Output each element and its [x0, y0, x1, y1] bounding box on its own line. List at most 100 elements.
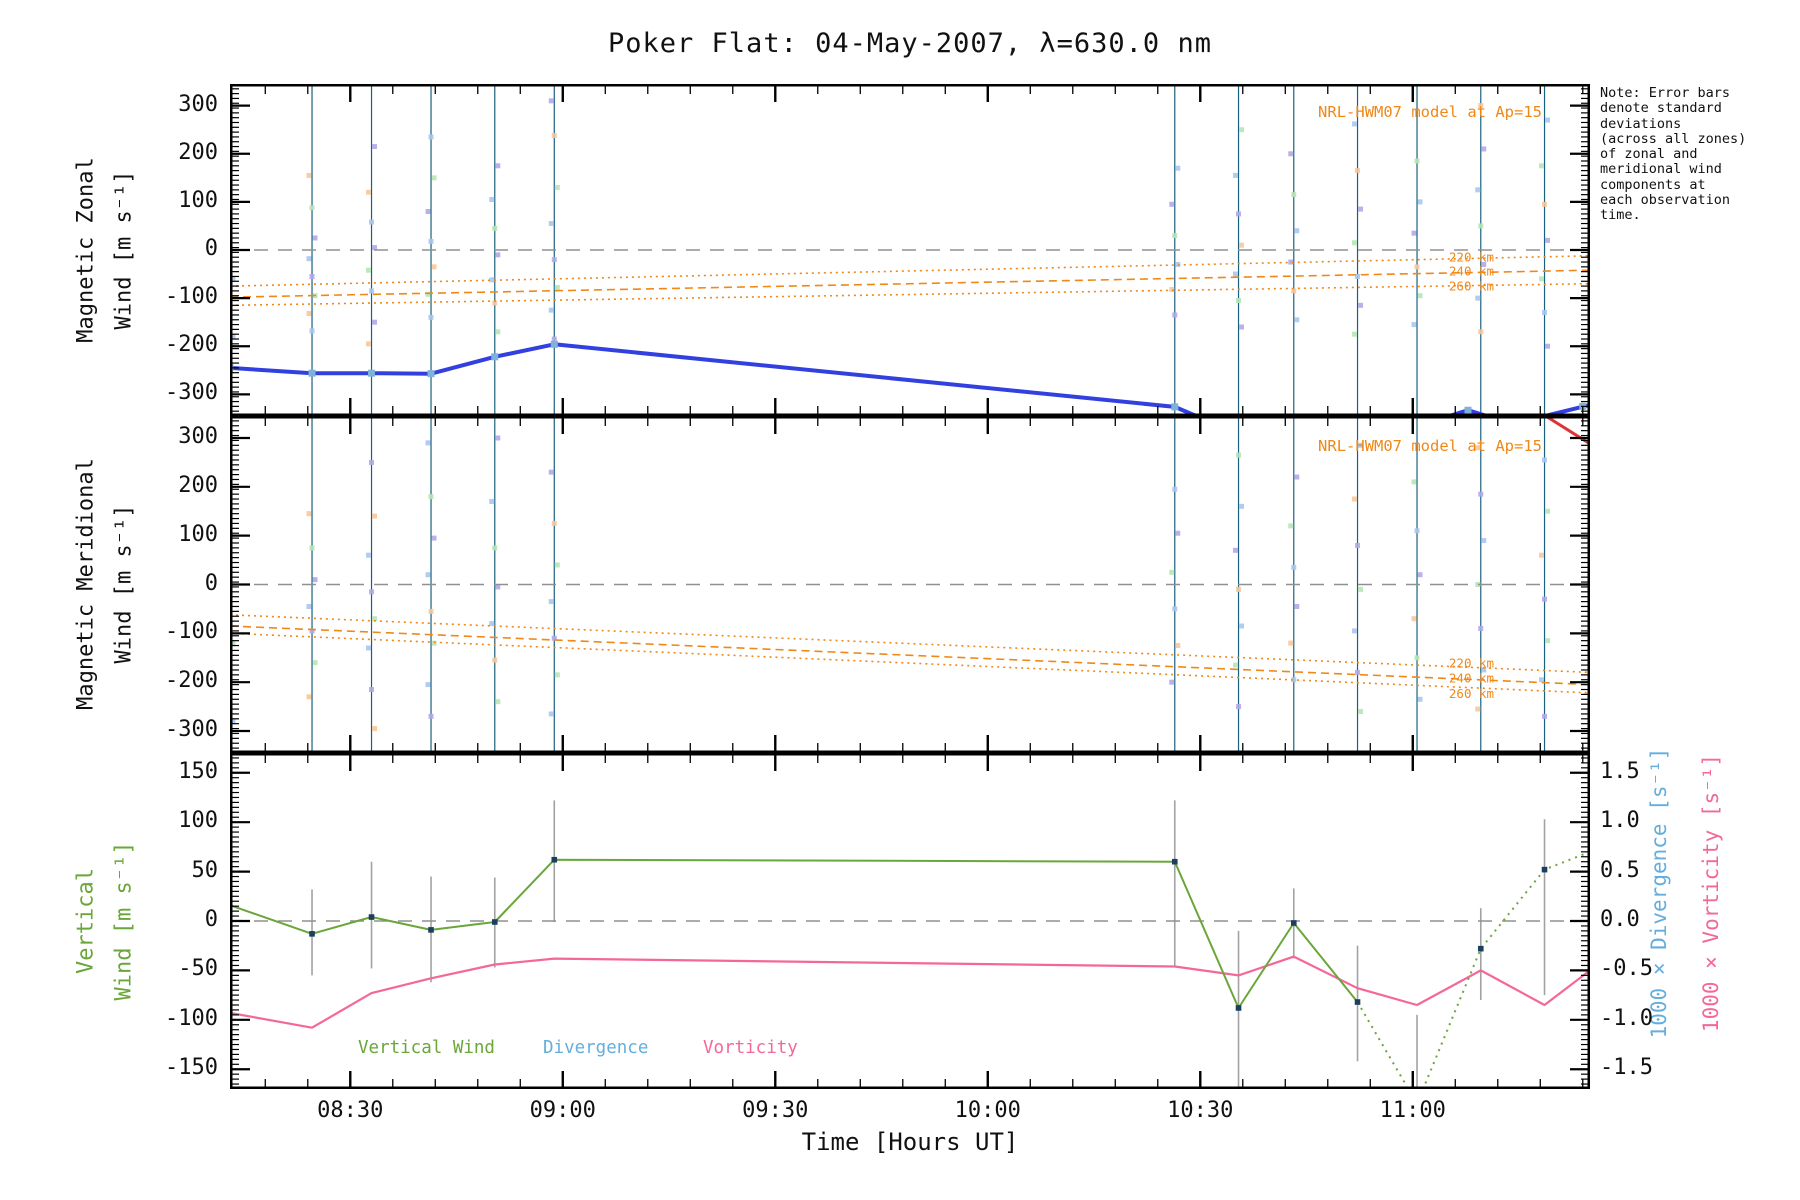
- zone-scatter-point: [1478, 103, 1484, 109]
- meridional-y-tick-label: -200: [165, 668, 218, 694]
- zone-scatter-point: [309, 273, 315, 279]
- zone-scatter-point: [366, 189, 372, 195]
- zone-scatter-point: [366, 645, 372, 651]
- zone-scatter-point: [554, 672, 560, 678]
- zone-scatter-point: [1355, 168, 1361, 174]
- zonal-wind-line: [232, 342, 1197, 414]
- zone-scatter-point: [1545, 117, 1551, 123]
- zone-scatter-point: [1542, 713, 1548, 719]
- x-tick-label: 08:30: [317, 1098, 384, 1123]
- meridional-y-tick-label: 0: [204, 570, 218, 596]
- divergence-marker: [368, 914, 375, 920]
- x-axis-title: Time [Hours UT]: [801, 1128, 1019, 1156]
- note-line: meridional wind: [1600, 161, 1722, 178]
- model-annotation-zonal: NRL-HWM07 model at Ap=15: [1318, 103, 1542, 121]
- zone-scatter-point: [1417, 199, 1423, 205]
- zone-scatter-point: [551, 336, 557, 342]
- zone-scatter-point: [492, 545, 498, 551]
- meridional-y-tick-label: -300: [165, 717, 218, 743]
- zone-scatter-point: [1288, 523, 1294, 529]
- zone-scatter-point: [425, 682, 431, 688]
- model-line-260km: [232, 632, 1588, 694]
- zone-scatter-point: [1539, 163, 1545, 169]
- legend-vertical-wind: Vertical Wind: [358, 1038, 495, 1058]
- zonal-y-tick-label: 300: [178, 91, 218, 117]
- zone-scatter-point: [495, 163, 501, 169]
- zone-scatter-point: [1417, 572, 1423, 578]
- zone-scatter-point: [232, 718, 236, 724]
- zone-scatter-point: [1352, 121, 1358, 127]
- zone-scatter-point: [1288, 151, 1294, 157]
- zone-scatter-point: [1478, 625, 1484, 631]
- vorticity-line: [232, 955, 1588, 1029]
- zone-scatter-point: [495, 435, 501, 441]
- zone-scatter-point: [551, 520, 557, 526]
- zone-scatter-point: [1542, 310, 1548, 316]
- zone-scatter-point: [492, 657, 498, 663]
- zone-scatter-point: [312, 577, 318, 583]
- zone-scatter-point: [232, 276, 236, 282]
- axis-ticks: [232, 86, 1588, 414]
- note-line: time.: [1600, 207, 1641, 223]
- note-line: Note: Error bars: [1600, 85, 1731, 101]
- zone-scatter-point: [1236, 586, 1242, 592]
- zone-scatter-point: [551, 132, 557, 138]
- x-tick-label: 11:00: [1379, 1098, 1446, 1123]
- vertical-wind-y-tick-label: 150: [178, 758, 218, 784]
- zone-scatter-point: [1539, 276, 1545, 282]
- zone-scatter-point: [1239, 324, 1245, 330]
- zone-scatter-point: [1236, 704, 1242, 710]
- meridional-y-tick-label: -100: [165, 619, 218, 645]
- zone-scatter-point: [1355, 273, 1361, 279]
- zone-scatter-point: [551, 257, 557, 263]
- zone-scatter-point: [1352, 628, 1358, 634]
- vertical-wind-y-tick-label: 0: [204, 907, 218, 932]
- zone-scatter-point: [1291, 564, 1297, 570]
- model-line-260km: [232, 282, 1588, 307]
- zone-scatter-point: [1545, 508, 1551, 514]
- zonal-y-tick-label: 100: [178, 187, 218, 213]
- zone-scatter-point: [1294, 317, 1300, 323]
- zone-scatter-point: [1478, 329, 1484, 335]
- model-line-240km: [232, 269, 1588, 298]
- zone-scatter-point: [431, 535, 437, 541]
- axis-ticks: [232, 418, 1588, 751]
- zone-scatter-point: [428, 314, 434, 320]
- vertical-wind-line: [232, 858, 1359, 1009]
- zone-scatter-point: [369, 687, 375, 693]
- model-altitude-label: 260 km: [1449, 279, 1494, 294]
- zone-scatter-point: [369, 219, 375, 225]
- zone-scatter-point: [489, 196, 495, 202]
- model-altitude-label: 220 km: [1449, 250, 1494, 265]
- panel-border: [230, 753, 1590, 1089]
- zone-scatter-point: [428, 713, 434, 719]
- zone-scatter-point: [1411, 322, 1417, 328]
- zone-scatter-point: [1411, 479, 1417, 485]
- zone-scatter-point: [431, 264, 437, 270]
- zone-scatter-point: [1169, 286, 1175, 292]
- zone-scatter-point: [369, 288, 375, 294]
- zone-scatter-point: [1233, 271, 1239, 277]
- zone-scatter-point: [1294, 228, 1300, 234]
- zone-scatter-point: [1481, 667, 1487, 673]
- zonal-wind-marker: [1171, 403, 1179, 411]
- zone-scatter-point: [548, 221, 554, 227]
- zone-scatter-point: [1545, 343, 1551, 349]
- vertical-wind-y-tick-label: 100: [178, 808, 218, 834]
- panel-vertical-wind-divergence-vorticity: [230, 753, 1590, 1089]
- zone-scatter-point: [1358, 708, 1364, 714]
- zone-scatter-point: [1475, 187, 1481, 193]
- zone-scatter-point: [306, 256, 312, 262]
- divergence-marker: [309, 931, 315, 937]
- zone-scatter-point: [1481, 261, 1487, 267]
- zone-scatter-point: [1411, 616, 1417, 622]
- zone-scatter-point: [431, 640, 437, 646]
- zonal-y-tick-label: 0: [204, 236, 218, 261]
- note-line: each observation: [1600, 191, 1731, 208]
- zone-scatter-point: [1358, 586, 1364, 592]
- zone-scatter-point: [1172, 312, 1178, 318]
- zone-scatter-point: [232, 334, 236, 340]
- zone-scatter-point: [1239, 503, 1245, 509]
- zone-scatter-point: [369, 589, 375, 595]
